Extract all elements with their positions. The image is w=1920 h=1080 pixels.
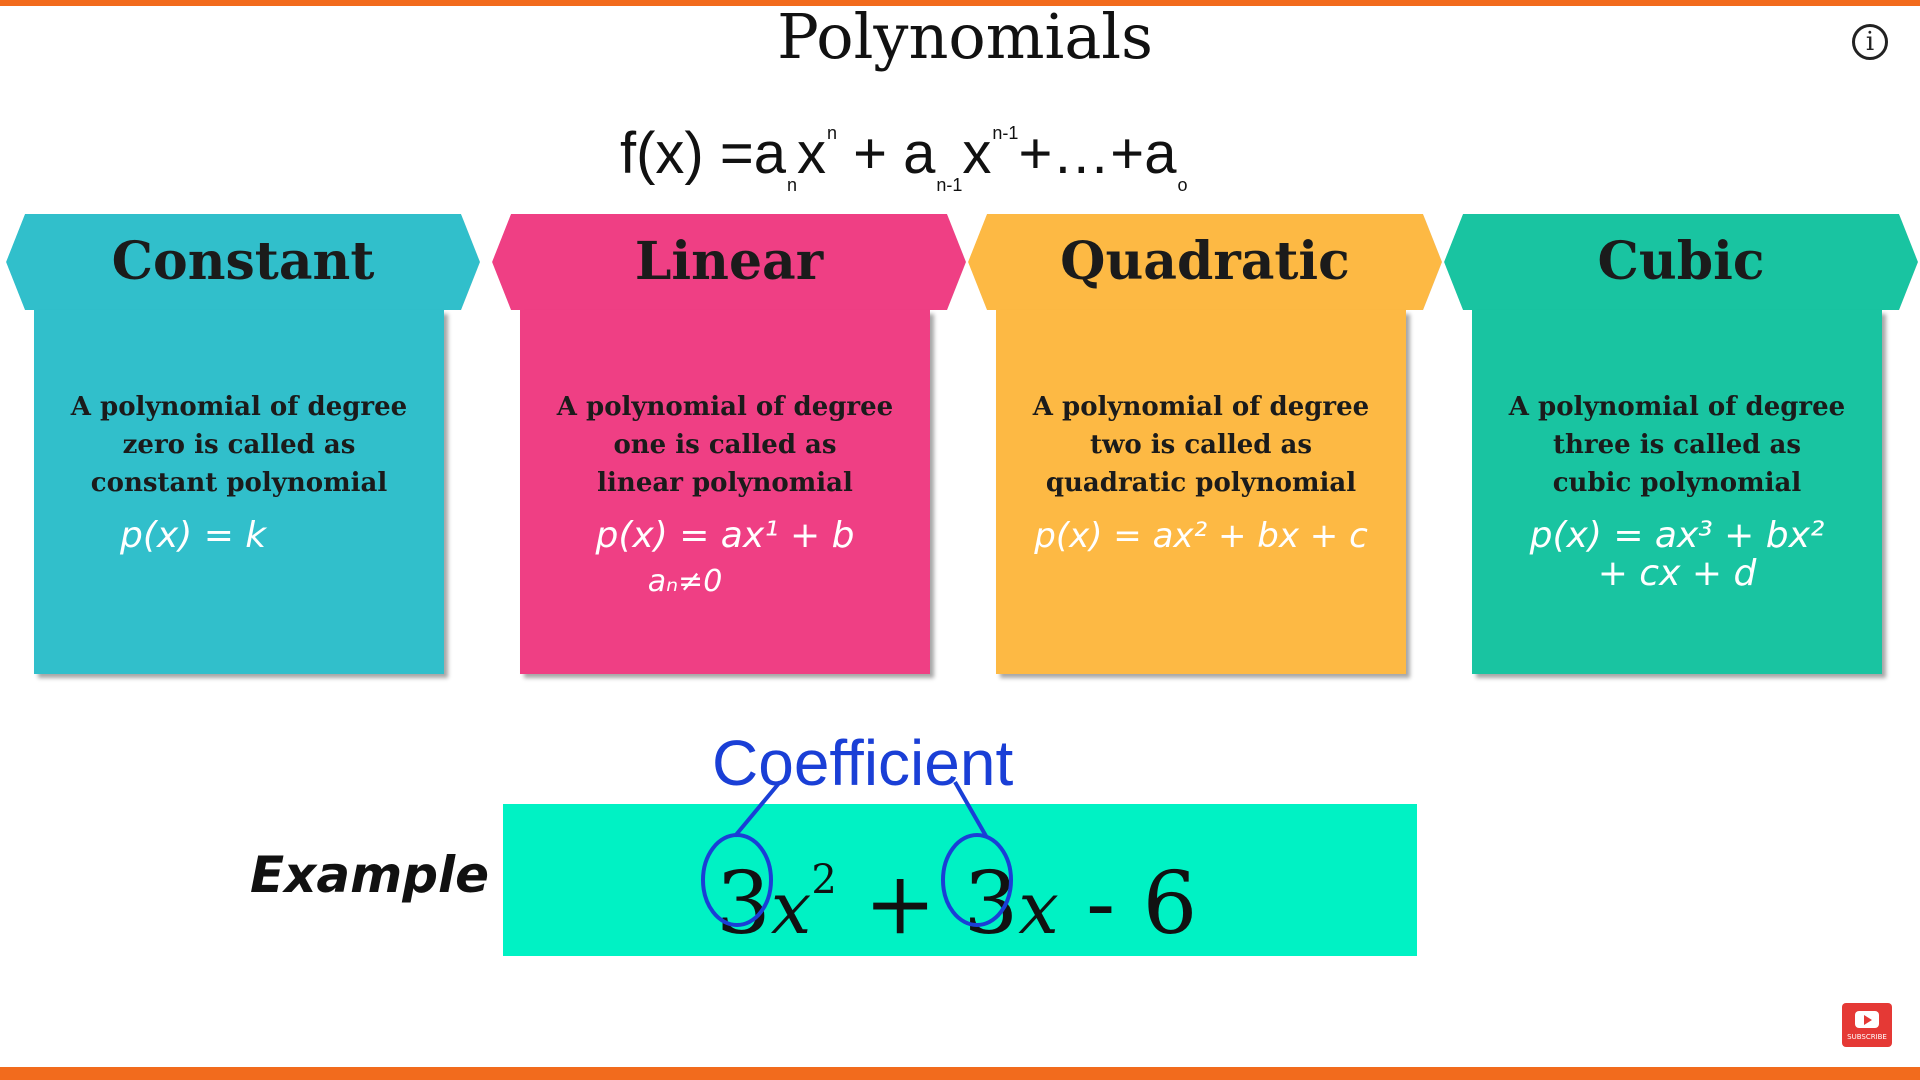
- desc-line: one is called as: [613, 430, 837, 460]
- desc-line: A polynomial of degree: [70, 392, 408, 422]
- desc-line: two is called as: [1089, 430, 1313, 460]
- example-var-2: x: [1018, 866, 1059, 950]
- formula-lhs: f(x) =: [620, 121, 754, 186]
- top-accent-bar: [0, 0, 1920, 6]
- card-equation: p(x) = k: [120, 515, 267, 556]
- card-description: A polynomial of degree three is called a…: [1472, 388, 1882, 502]
- card-title: Quadratic: [968, 214, 1442, 310]
- example-box: [503, 804, 1417, 956]
- example-exponent: 2: [811, 857, 837, 903]
- card-header: Linear: [492, 214, 966, 310]
- card-description: A polynomial of degree zero is called as…: [34, 388, 444, 502]
- subscribe-label: SUBSCRIBE: [1847, 1033, 1887, 1041]
- coefficient-annotation: Coefficient: [712, 727, 1014, 799]
- youtube-subscribe-icon[interactable]: SUBSCRIBE: [1842, 1003, 1892, 1047]
- card-equation: p(x) = ax² + bx + c: [1034, 516, 1368, 556]
- card-header: Cubic: [1444, 214, 1918, 310]
- desc-line: cubic polynomial: [1552, 468, 1802, 498]
- card-condition: aₙ≠0: [647, 564, 723, 599]
- card-title: Cubic: [1444, 214, 1918, 310]
- formula-term2-var: x: [962, 121, 992, 186]
- card-constant: Constant A polynomial of degree zero is …: [6, 214, 480, 678]
- card-quadratic: Quadratic A polynomial of degree two is …: [968, 214, 1442, 678]
- desc-line: A polynomial of degree: [1032, 392, 1370, 422]
- play-icon: [1855, 1011, 1879, 1028]
- example-plus: +: [836, 854, 964, 954]
- coefficient-circle-1: [701, 833, 773, 927]
- bottom-accent-bar: [0, 1067, 1920, 1080]
- card-equation: p(x) = ax¹ + b: [595, 515, 855, 556]
- formula-term2-coef: a: [903, 121, 936, 186]
- formula-term3-sub: o: [1177, 175, 1188, 195]
- example-coef-1: 3: [716, 854, 771, 954]
- desc-line: quadratic polynomial: [1045, 468, 1357, 498]
- card-header: Constant: [6, 214, 480, 310]
- formula-term1-sub: n: [787, 175, 798, 195]
- card-body: A polynomial of degree two is called as …: [996, 310, 1406, 674]
- desc-line: linear polynomial: [597, 468, 853, 498]
- coefficient-circle-2: [941, 833, 1013, 927]
- card-body: A polynomial of degree one is called as …: [520, 310, 930, 674]
- formula-term2-sub: n-1: [936, 175, 963, 195]
- formula-term2-exp: n-1: [992, 123, 1019, 143]
- card-title: Constant: [6, 214, 480, 310]
- coefficient-pointer-2: [953, 781, 988, 837]
- formula-ellipsis: +…+: [1018, 121, 1145, 186]
- example-var-1: x: [770, 866, 812, 950]
- card-equation-continued: + cx + d: [1597, 553, 1757, 594]
- card-description: A polynomial of degree two is called as …: [996, 388, 1406, 502]
- card-title: Linear: [492, 214, 966, 310]
- card-cubic: Cubic A polynomial of degree three is ca…: [1444, 214, 1918, 678]
- card-description: A polynomial of degree one is called as …: [520, 388, 930, 502]
- example-expression: 3x2 + 3x - 6: [716, 830, 1197, 958]
- example-label: Example: [250, 846, 490, 904]
- formula-plus: +: [837, 121, 904, 186]
- card-body: A polynomial of degree three is called a…: [1472, 310, 1882, 674]
- coefficient-pointer-1: [733, 780, 782, 838]
- card-linear: Linear A polynomial of degree one is cal…: [492, 214, 966, 678]
- page-title: Polynomials: [777, 0, 1153, 73]
- general-formula: f(x) = anxn + an-1xn-1+…+ao: [620, 88, 1340, 195]
- desc-line: three is called as: [1552, 430, 1801, 460]
- formula-term3-coef: a: [1144, 121, 1177, 186]
- desc-line: A polynomial of degree: [556, 392, 894, 422]
- formula-term1-coef: a: [753, 121, 786, 186]
- card-equation: p(x) = ax³ + bx²: [1529, 515, 1825, 556]
- card-body: A polynomial of degree zero is called as…: [34, 310, 444, 674]
- formula-term1-exp: n: [827, 123, 838, 143]
- desc-line: A polynomial of degree: [1508, 392, 1846, 422]
- desc-line: constant polynomial: [90, 468, 388, 498]
- formula-term1-var: x: [797, 121, 827, 186]
- info-icon[interactable]: i: [1852, 24, 1888, 60]
- card-header: Quadratic: [968, 214, 1442, 310]
- example-constant: - 6: [1058, 854, 1198, 954]
- desc-line: zero is called as: [122, 430, 356, 460]
